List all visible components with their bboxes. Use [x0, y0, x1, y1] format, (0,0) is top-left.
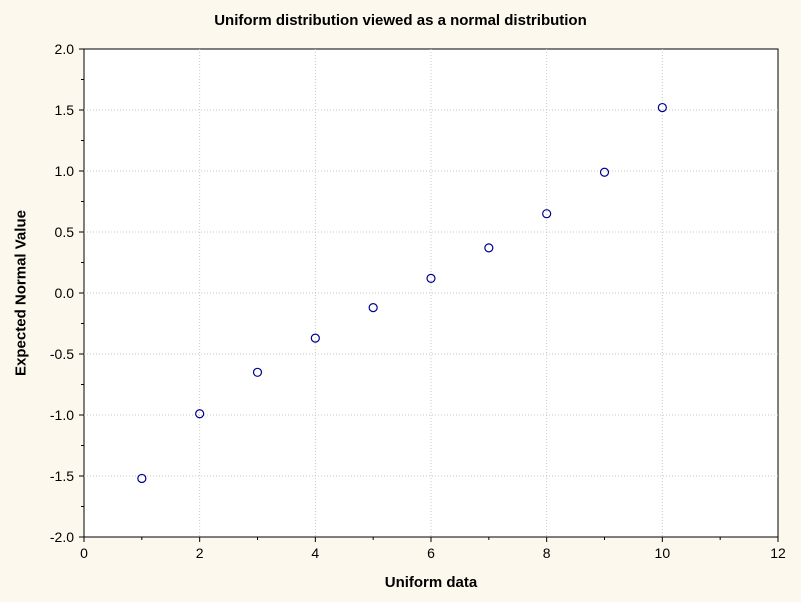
data-point [252, 367, 263, 377]
x-tick-label: 4 [311, 545, 319, 561]
data-point [484, 243, 494, 253]
data-point [426, 273, 436, 283]
x-axis-label: Uniform data [384, 574, 478, 591]
data-point [368, 303, 378, 313]
data-point [599, 167, 610, 177]
x-tick-label: 2 [196, 545, 204, 561]
y-tick-label: -2.0 [50, 529, 74, 545]
y-tick-label: -1.0 [50, 407, 74, 423]
x-tick-labels: 0 2 4 6 8 10 12 [80, 545, 786, 561]
y-tick-label: -1.5 [50, 468, 74, 484]
data-point [310, 333, 320, 343]
x-tick-label: 0 [80, 545, 88, 561]
y-tick-label: -0.5 [50, 346, 74, 362]
y-tick-label: 0.5 [55, 224, 75, 240]
data-point [137, 473, 147, 484]
y-tick-label: 2.0 [55, 41, 75, 57]
grid-lines [84, 49, 778, 537]
chart-title: Uniform distribution viewed as a normal … [214, 12, 587, 29]
x-tick-label: 6 [427, 545, 435, 561]
x-tick-label: 12 [770, 545, 786, 561]
y-axis-label: Expected Normal Value [12, 210, 30, 376]
data-points [137, 102, 667, 484]
data-point [542, 209, 552, 219]
data-point [195, 409, 205, 419]
y-tick-label: 0.0 [55, 285, 75, 301]
x-tick-label: 8 [543, 545, 551, 561]
data-point [657, 102, 667, 113]
x-tick-label: 10 [655, 545, 671, 561]
y-tick-label: 1.5 [55, 102, 75, 118]
axis-ticks [79, 48, 779, 542]
y-tick-label: 1.0 [55, 163, 75, 179]
y-tick-labels: 2.0 1.5 1.0 0.5 0.0 -0.5 -1.0 -1.5 -2.0 [50, 41, 74, 545]
